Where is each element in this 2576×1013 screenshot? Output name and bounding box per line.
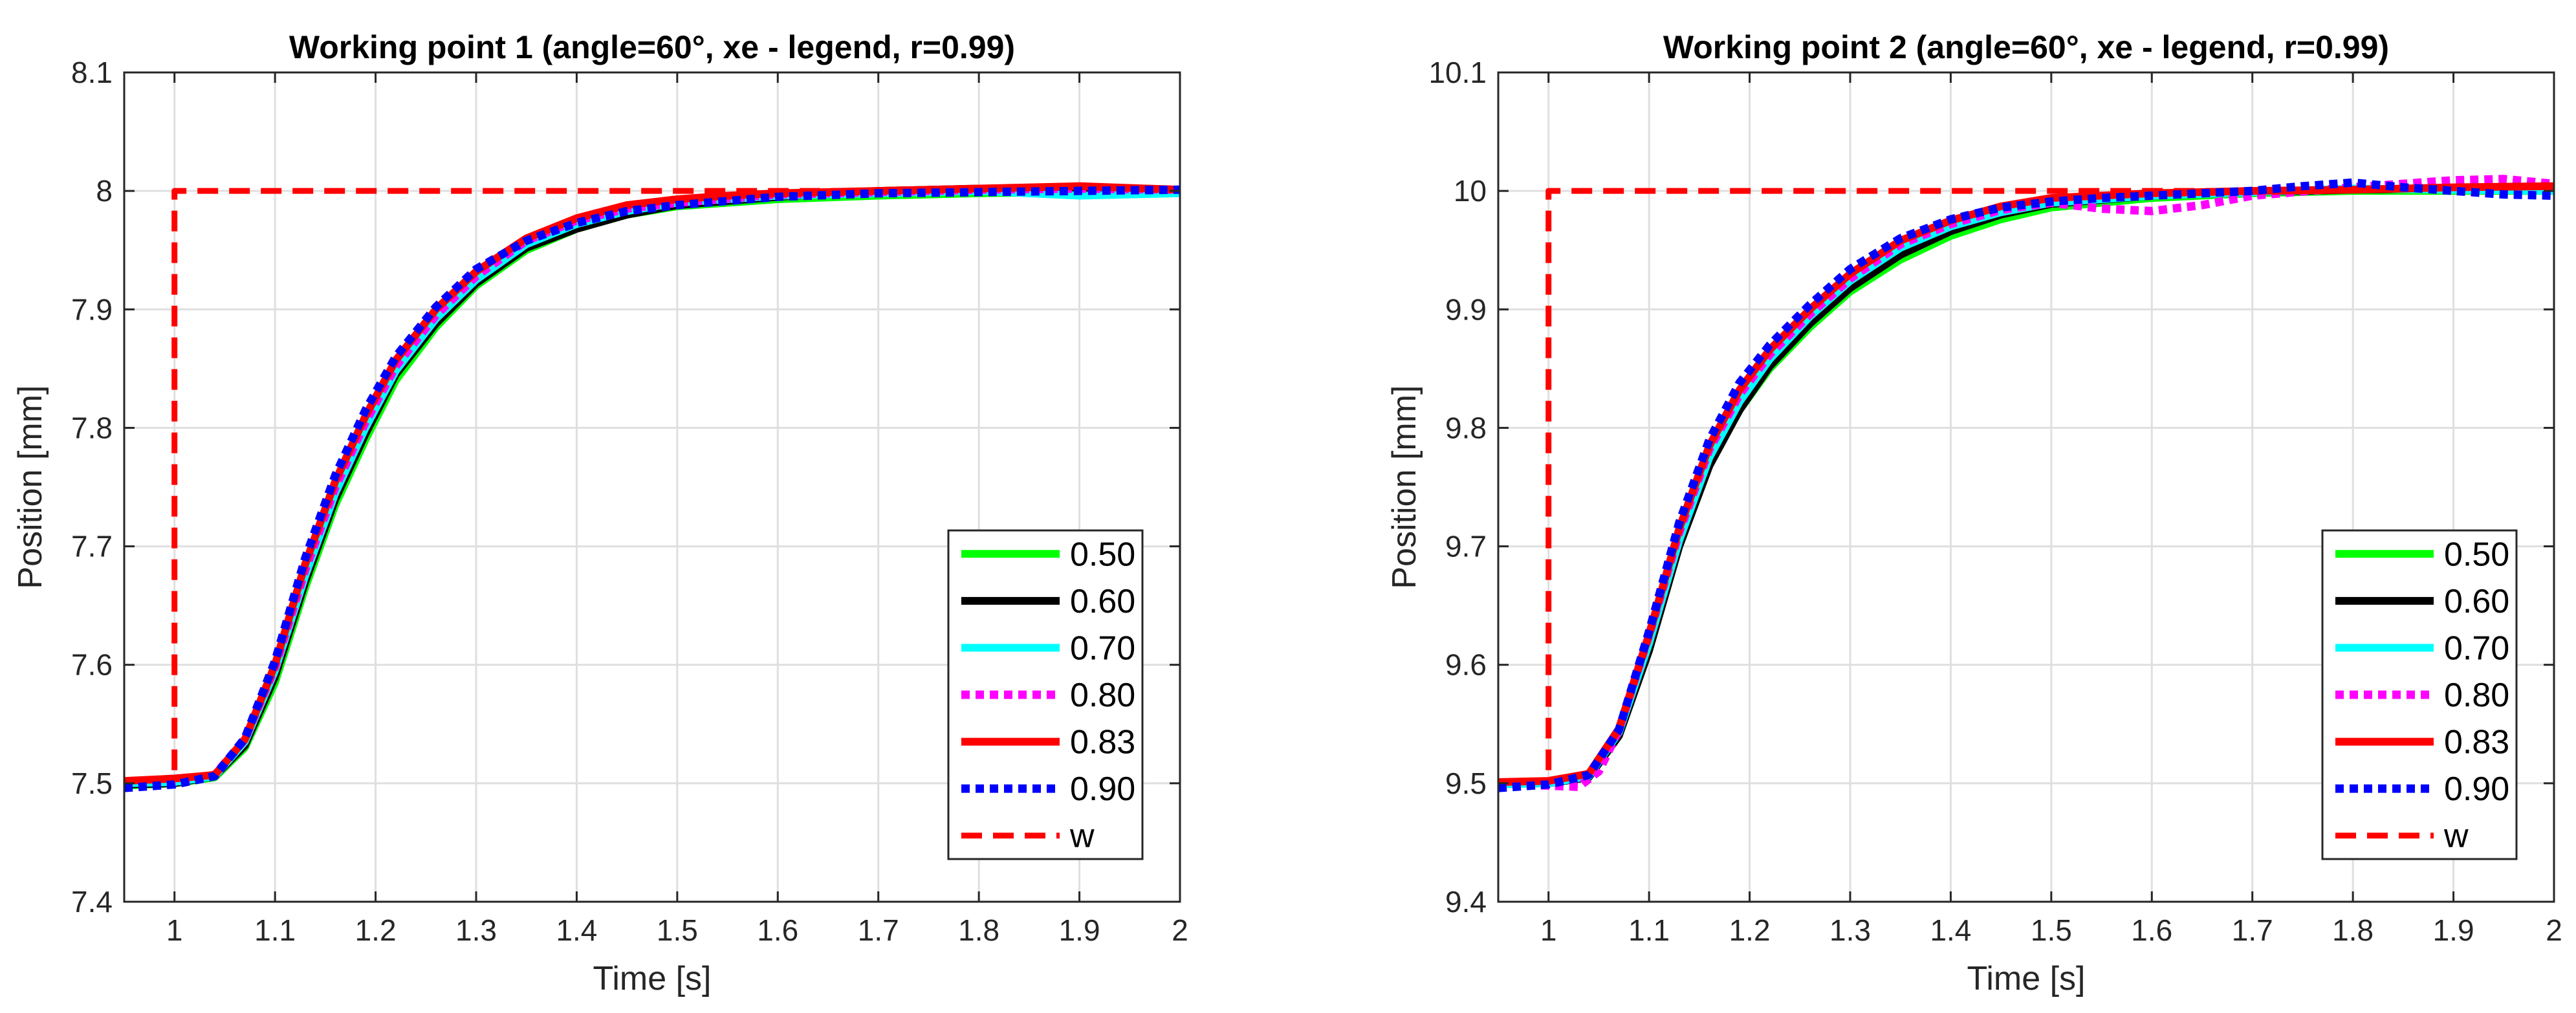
x-tick-label: 1.7 [858, 913, 899, 947]
y-tick-label: 10 [1454, 174, 1487, 208]
series-line-090 [1498, 178, 2554, 792]
y-tick-label: 7.9 [71, 292, 113, 326]
chart-panel-working-point-2: 1 1.1 1.2 1.3 1.4 1.5 1.6 1.7 1.8 1.9 2 9.4 9.5 9.6 9.… [1386, 29, 2562, 997]
y-tick-label: 9.7 [1445, 530, 1487, 563]
x-tick-label: 1.5 [2031, 913, 2072, 947]
x-tick-label: 1.6 [757, 913, 798, 947]
axes-frame [1497, 71, 2555, 903]
series-line-w [1498, 188, 2554, 787]
y-tick-label: 8 [96, 174, 113, 208]
series-line-w [124, 188, 1180, 787]
legend-label: w [2443, 818, 2469, 855]
x-tick-label: 1.2 [355, 913, 397, 947]
y-tick-label: 7.4 [71, 885, 113, 919]
series-group [1498, 175, 2554, 792]
legend-label: w [1069, 818, 1095, 855]
y-axis-label: Position [mm] [12, 386, 49, 589]
y-tick-label: 7.5 [71, 767, 113, 800]
x-tick-label: 1.9 [2433, 913, 2474, 947]
x-tick-label: 1.4 [1930, 913, 1971, 947]
y-tick-label: 7.6 [71, 648, 113, 682]
x-tick-label: 2 [2546, 913, 2562, 947]
legend-label: 0.70 [2444, 629, 2509, 667]
axes-frame [123, 71, 1181, 903]
x-tick-label: 1.4 [556, 913, 597, 947]
y-tick-label: 9.6 [1445, 648, 1487, 682]
legend-label: 0.70 [1070, 629, 1135, 667]
x-tick-label: 1.7 [2232, 913, 2273, 947]
legend: 0.50 0.60 0.70 0.80 0.83 0.90 w [2321, 529, 2518, 860]
x-tick-label: 1.9 [1059, 913, 1100, 947]
series-line-090 [124, 185, 1180, 792]
legend-label: 0.50 [1070, 536, 1135, 573]
x-tick-label: 1.8 [2332, 913, 2374, 947]
y-tick-label: 8.1 [71, 56, 113, 89]
y-tick-label: 9.4 [1445, 885, 1487, 919]
legend-label: 0.60 [2444, 583, 2509, 620]
legend-label: 0.80 [2444, 677, 2509, 714]
legend-label: 0.83 [1070, 724, 1135, 761]
x-tick-label: 1 [1540, 913, 1557, 947]
x-tick-label: 1.3 [455, 913, 497, 947]
y-tick-label: 9.8 [1445, 411, 1487, 444]
legend-label: 0.90 [2444, 770, 2509, 808]
legend-label: 0.80 [1070, 677, 1135, 714]
x-tick-label: 1.5 [657, 913, 698, 947]
y-tick-label: 9.5 [1445, 767, 1487, 800]
chart-panel-working-point-1: 1 1.1 1.2 1.3 1.4 1.5 1.6 1.7 1.8 1.9 2 7.4 7.5 7.6 7.… [12, 29, 1188, 997]
legend-label: 0.50 [2444, 536, 2509, 573]
legend: 0.50 0.60 0.70 0.80 0.83 0.90 w [947, 529, 1144, 860]
y-tick-label: 7.7 [71, 530, 113, 563]
x-tick-label: 1.8 [958, 913, 999, 947]
x-tick-label: 1 [166, 913, 183, 947]
x-axis-label: Time [s] [593, 960, 712, 997]
x-tick-label: 1.3 [1829, 913, 1871, 947]
y-axis-label: Position [mm] [1386, 386, 1423, 589]
legend-label: 0.83 [2444, 724, 2509, 761]
chart-title: Working point 1 (angle=60°, xe - legend,… [289, 29, 1015, 65]
y-tick-label: 10.1 [1428, 56, 1487, 89]
series-group [124, 182, 1180, 792]
legend-label: 0.60 [1070, 583, 1135, 620]
x-tick-label: 1.1 [254, 913, 296, 947]
x-tick-label: 1.1 [1628, 913, 1670, 947]
x-tick-label: 1.2 [1729, 913, 1771, 947]
chart-title: Working point 2 (angle=60°, xe - legend,… [1663, 29, 2389, 65]
x-axis-label: Time [s] [1967, 960, 2086, 997]
x-tick-label: 2 [1172, 913, 1188, 947]
y-tick-label: 9.9 [1445, 292, 1487, 326]
legend-label: 0.90 [1070, 770, 1135, 808]
y-tick-label: 7.8 [71, 411, 113, 444]
x-tick-label: 1.6 [2131, 913, 2172, 947]
